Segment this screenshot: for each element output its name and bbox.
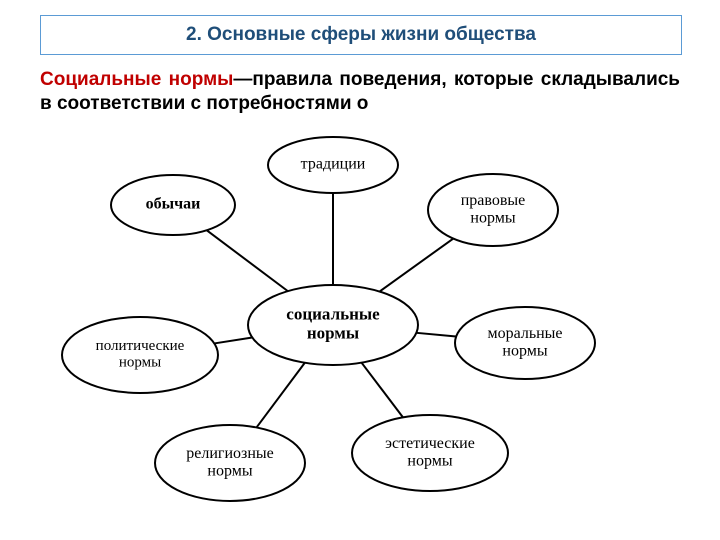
definition-term: Социальные нормы: [40, 69, 233, 90]
diagram-node-label: обычаи: [146, 196, 201, 213]
diagram-edge: [416, 333, 456, 337]
diagram-node-label: нормы: [407, 452, 452, 469]
diagram-node-label: нормы: [207, 462, 252, 479]
diagram-node-customs: обычаи: [111, 175, 235, 235]
diagram-node-label: моральные: [487, 325, 562, 342]
diagram-edge: [380, 239, 454, 292]
section-title: 2. Основные сферы жизни общества: [186, 24, 536, 46]
diagram-node-label: религиозные: [186, 445, 274, 462]
diagram-node-label: нормы: [307, 323, 359, 342]
diagram-node-label: нормы: [470, 209, 515, 226]
diagram-edge: [257, 363, 305, 428]
diagram-edge: [214, 338, 252, 344]
definition-paragraph: Социальные нормы—правила поведения, кото…: [40, 68, 680, 116]
diagram-node-religious: религиозныенормы: [155, 425, 305, 501]
diagram-node-label: политические: [96, 338, 185, 354]
section-title-box: 2. Основные сферы жизни общества: [40, 15, 682, 55]
diagram-node-moral: моральныенормы: [455, 307, 595, 379]
diagram-node-label: социальные: [286, 305, 380, 324]
diagram-node-aesthetic: эстетическиенормы: [352, 415, 508, 491]
diagram-node-label: нормы: [119, 355, 161, 371]
diagram-edge: [207, 230, 288, 291]
diagram-node-label: правовые: [461, 192, 526, 209]
diagram-node-label: эстетические: [385, 435, 475, 452]
diagram-node-label: нормы: [502, 342, 547, 359]
diagram-node-political: политическиенормы: [62, 317, 218, 393]
diagram-node-legal: правовыенормы: [428, 174, 558, 246]
diagram-center-node: социальныенормы: [248, 285, 418, 365]
norms-diagram: традицииобычаиправовыенормыполитическиен…: [55, 130, 610, 530]
diagram-node-traditions: традиции: [268, 137, 398, 193]
diagram-node-label: традиции: [301, 156, 366, 173]
diagram-edge: [362, 363, 403, 418]
